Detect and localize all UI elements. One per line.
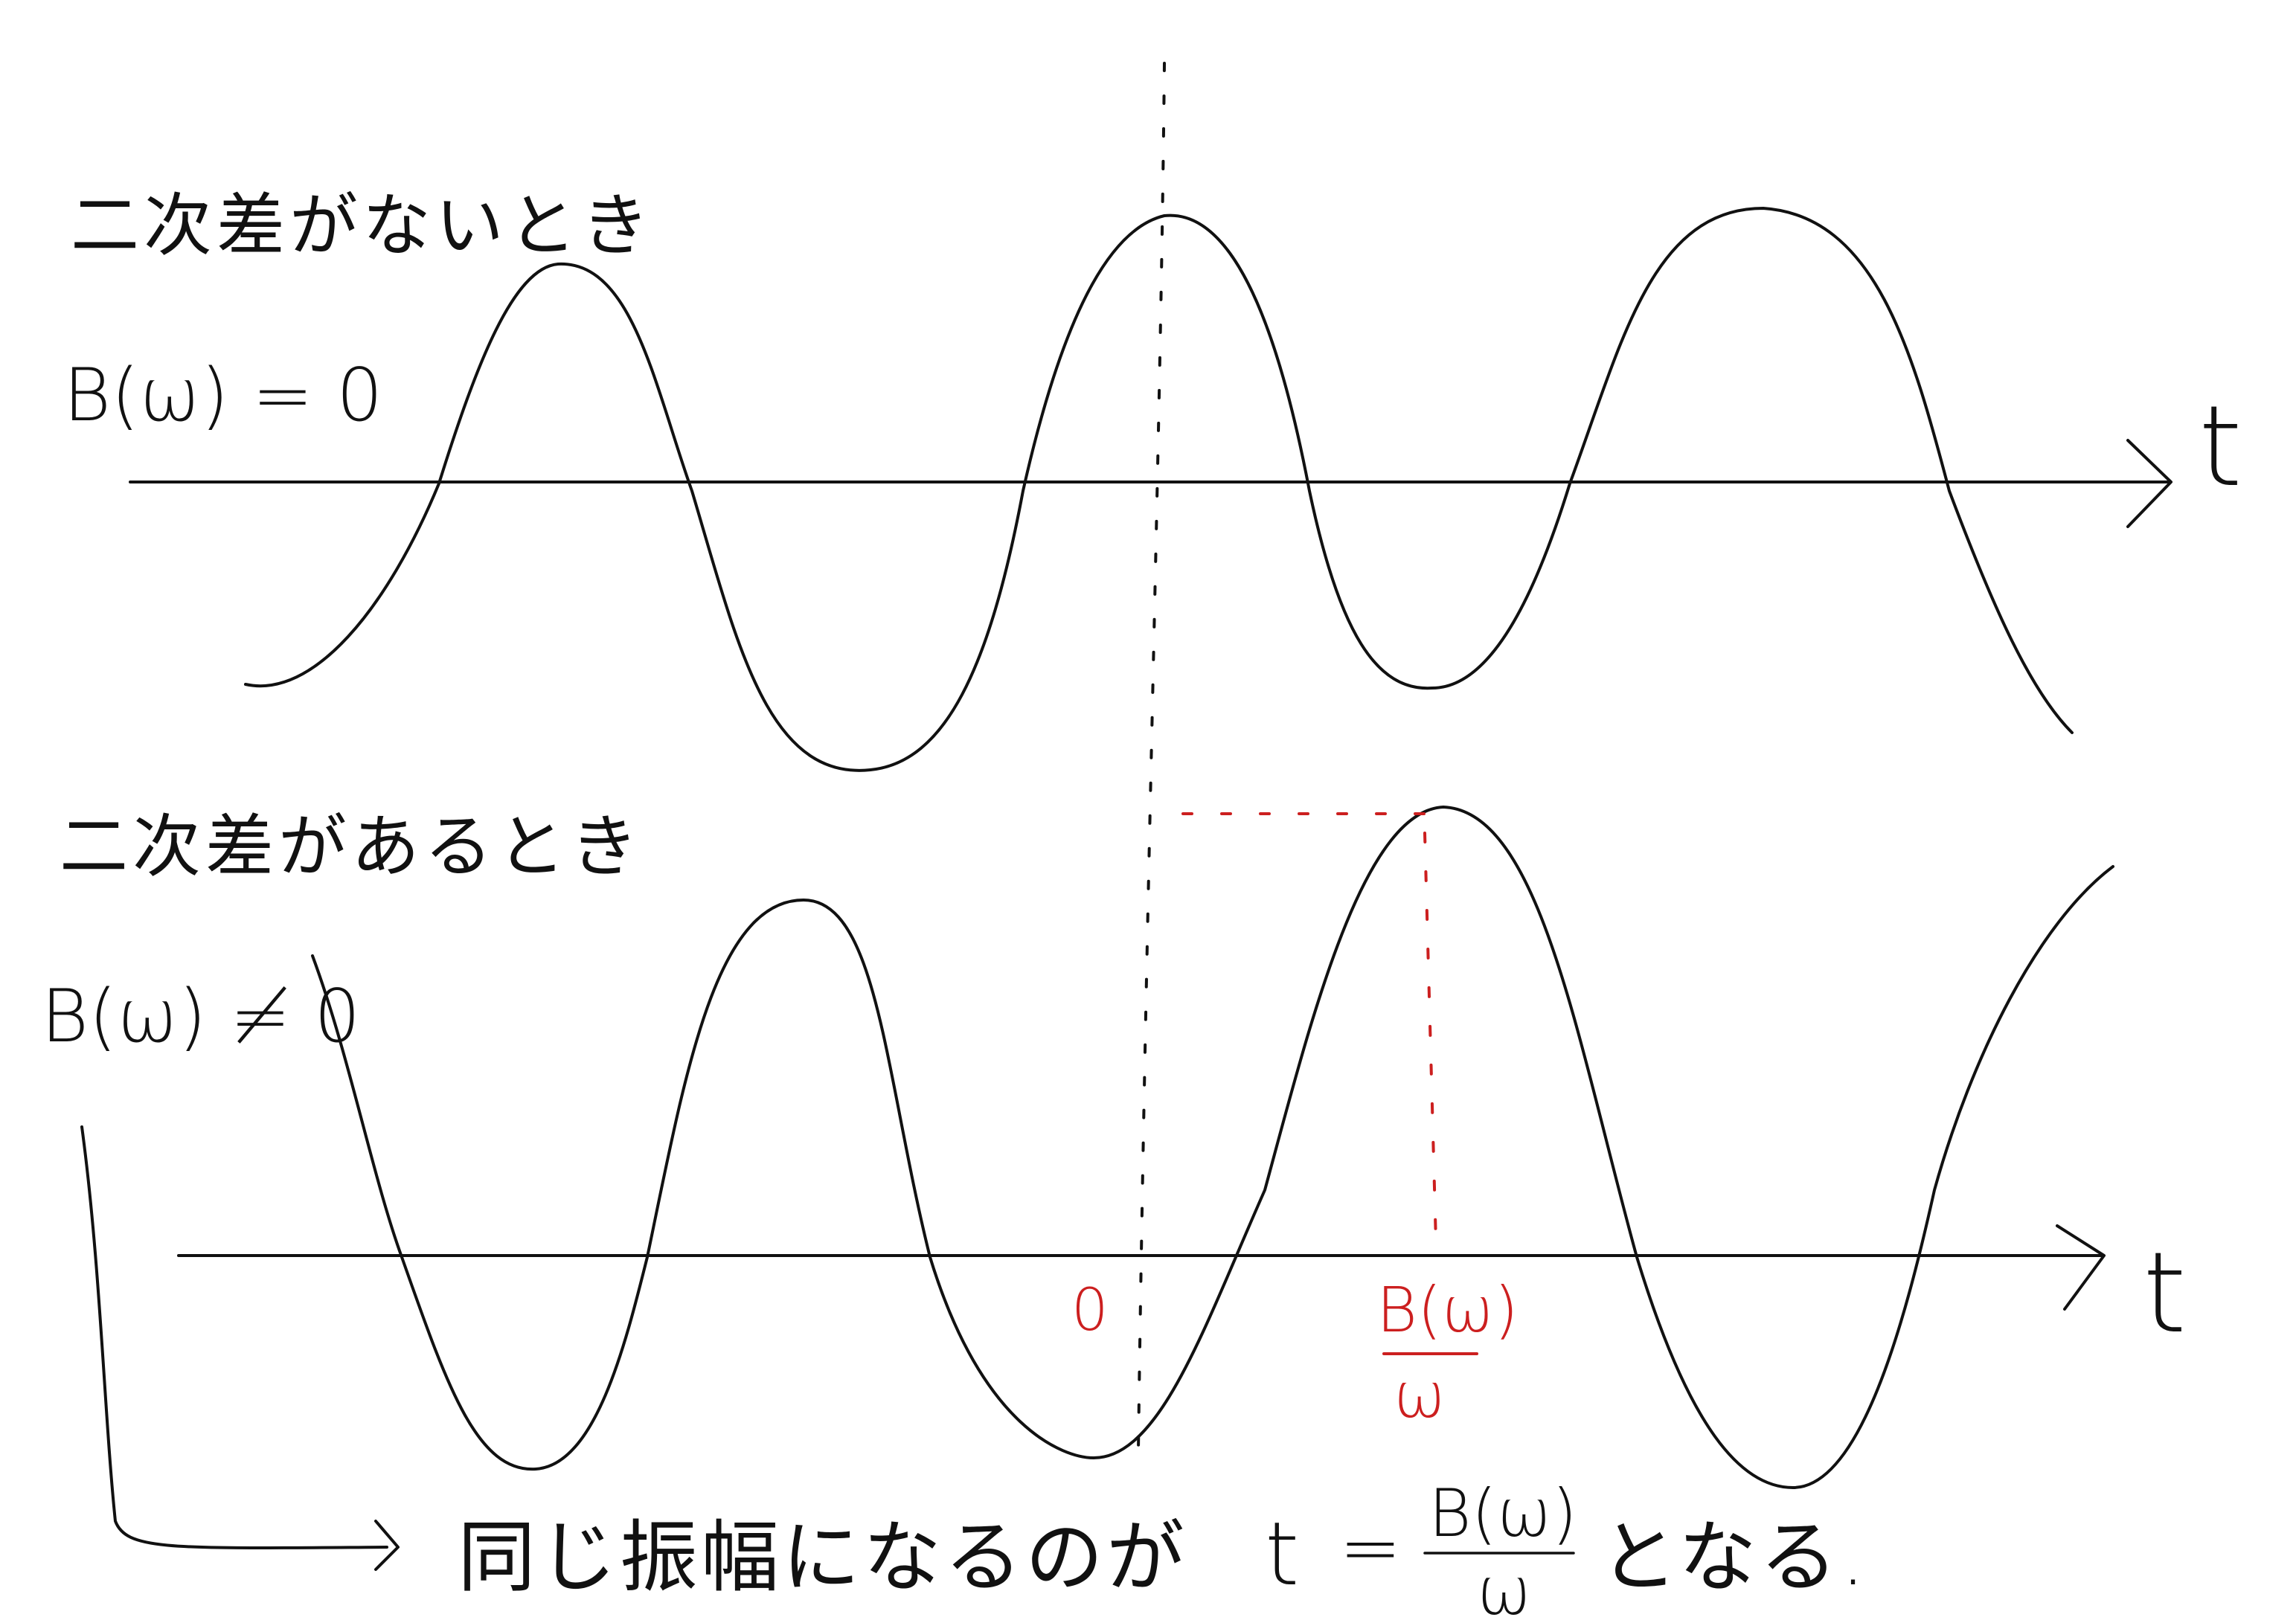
top-panel: 二次差がないとき B(ω) = 0 t <box>63 186 2242 772</box>
shift-denominator: ω <box>1394 1359 1446 1432</box>
peak-vertical-guide <box>1423 832 1437 1244</box>
conclusion-t-label: t <box>1265 1503 1299 1605</box>
origin-label: 0 <box>1071 1277 1109 1344</box>
top-axis-arrowhead <box>2126 439 2172 528</box>
conclusion: 同じ振幅になるのが t = B(ω) ω となる. <box>80 1125 1868 1623</box>
shift-numerator: B(ω) <box>1376 1273 1519 1346</box>
conclusion-fraction-denominator: ω <box>1477 1553 1532 1623</box>
top-axis-label: t <box>2199 382 2242 512</box>
bottom-axis-arrowhead <box>2056 1224 2106 1311</box>
vertical-reference-line <box>1137 62 1166 1452</box>
bottom-axis-label: t <box>2143 1229 2187 1358</box>
conclusion-text-after: となる. <box>1600 1512 1868 1603</box>
conclusion-arrow <box>80 1125 388 1549</box>
bottom-panel-title: 二次差があるとき <box>60 807 643 887</box>
conclusion-fraction-numerator: B(ω) <box>1428 1475 1577 1552</box>
conclusion-text-before: 同じ振幅になるのが <box>458 1512 1187 1603</box>
conclusion-equals: = <box>1339 1504 1402 1591</box>
bottom-wave-with-phase-shift <box>311 806 2114 1489</box>
top-panel-title: 二次差がないとき <box>71 186 654 266</box>
top-panel-condition: B(ω) = 0 <box>63 353 382 438</box>
bottom-panel-condition: B(ω) ≠ 0 <box>41 974 360 1059</box>
top-wave-no-phase-shift <box>244 207 2074 772</box>
bottom-panel: 二次差があるとき B(ω) ≠ 0 t 0 B(ω) ω <box>41 806 2187 1489</box>
conclusion-arrowhead <box>374 1520 400 1571</box>
